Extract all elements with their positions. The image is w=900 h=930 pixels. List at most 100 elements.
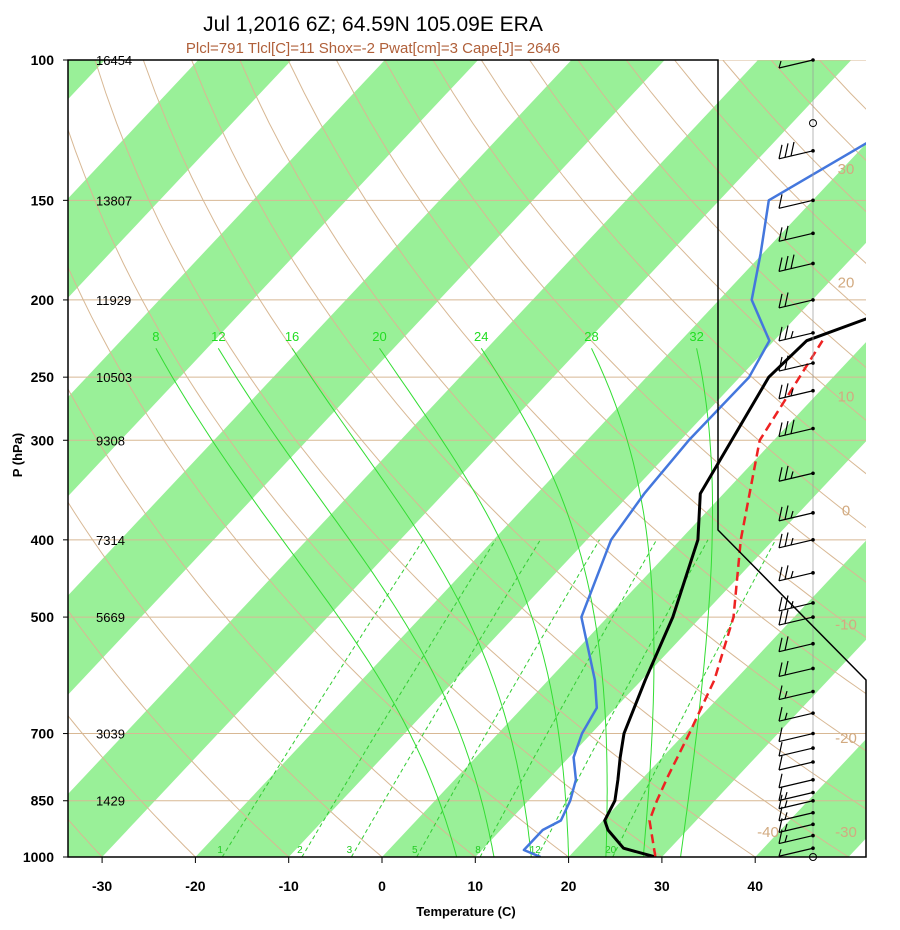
wind-barb-staff [778, 390, 814, 400]
wind-barb-flag [778, 741, 783, 757]
wind-barb-staff [778, 643, 814, 653]
dry-adiabat-line [68, 501, 383, 857]
wind-barb-staff [778, 791, 814, 802]
wind-barb-staff [778, 667, 814, 678]
wind-barb-flag [778, 685, 783, 700]
wind-barb-flag [778, 422, 783, 437]
wind-barb-half-flag [790, 330, 794, 339]
mixing-ratio-label: 2 [297, 845, 303, 856]
pressure-axis: 100 16454 150 13807 200 11929 250 10503 300 9308 4… [23, 52, 132, 865]
temperature-tick-label: -30 [92, 878, 112, 894]
chart-title: Jul 1,2016 6Z; 64.59N 105.09E ERA [203, 13, 543, 36]
wind-barb-flag [790, 141, 795, 157]
isotherm-band [382, 342, 866, 857]
pressure-tick-label: 300 [31, 432, 55, 448]
wind-barb-flag [778, 755, 783, 771]
chart-grid-labels: 30 20 10 0 -10 -20 -30 -40 [757, 161, 857, 841]
wind-barb-flag [778, 384, 783, 399]
dry-adiabat-line [239, 60, 866, 752]
wind-barb-staff [778, 616, 814, 626]
pressure-tick-label: 400 [31, 532, 55, 548]
wind-barb-staff [778, 761, 814, 771]
wind-barb-staff [778, 732, 814, 743]
pressure-tick-label: 250 [31, 369, 55, 385]
moist-adiabat-label: 12 [211, 329, 225, 344]
moist-adiabat-label: 24 [474, 329, 488, 344]
wind-barb-staff [778, 472, 814, 482]
temperature-tick-label: 0 [378, 878, 386, 894]
pressure-tick-label: 200 [31, 292, 55, 308]
height-label: 10503 [96, 370, 132, 385]
isotherm-band [195, 143, 866, 857]
wind-barb-flag [778, 610, 783, 626]
moist-adiabat-line [217, 348, 495, 857]
mixing-ratio-label: 20 [605, 845, 617, 856]
wind-barb-flag [778, 144, 783, 159]
dry-adiabat-line [287, 60, 866, 695]
chart-subtitle: Plcl=791 Tlcl[C]=11 Shox=-2 Pwat[cm]=3 C… [186, 40, 560, 57]
wind-barb-flag [784, 225, 789, 241]
wind-barb-half-flag [778, 60, 782, 69]
pressure-tick-label: 700 [31, 726, 55, 742]
temperature-tick-label: -10 [279, 878, 299, 894]
wind-calm-marker [809, 119, 817, 128]
wind-barb-flag [784, 660, 789, 676]
wind-barb-staff [778, 362, 814, 372]
wind-barb-staff [778, 332, 814, 342]
mixing-ratio-line [479, 539, 658, 857]
isotherm-band [568, 540, 866, 857]
pressure-tick-label: 500 [31, 609, 55, 625]
wind-barb-staff [778, 847, 814, 857]
height-label: 11929 [96, 293, 131, 308]
moist-adiabat-line [155, 348, 458, 857]
wind-barb-flag [784, 421, 789, 436]
temperature-tick-label: 20 [561, 878, 577, 894]
mixing-ratio-line [416, 539, 600, 857]
moist-adiabat-label: 8 [152, 329, 159, 344]
wind-barb-staff [778, 779, 814, 789]
wind-barb-half-flag [790, 510, 794, 519]
moist-adiabat-label: 32 [689, 329, 703, 344]
temperature-tick-label: 10 [468, 878, 484, 894]
isotherm-label: -40 [757, 824, 779, 841]
mixing-ratio-label: 5 [412, 845, 418, 856]
wind-barb-half-flag [784, 812, 788, 820]
height-label: 16454 [96, 53, 132, 68]
isotherm-bands [68, 60, 866, 857]
wind-barb-half-flag [784, 712, 788, 720]
moist-adiabat-line [291, 348, 532, 857]
wind-barb-flag [784, 505, 789, 520]
y-axis-label: P (hPa) [10, 433, 25, 478]
isotherm-label: -10 [835, 616, 857, 633]
temperature-tick-label: -20 [185, 878, 205, 894]
moist-adiabat-label: 16 [285, 329, 299, 344]
wind-barb-flag [778, 566, 783, 581]
wind-barb-staff [778, 427, 814, 438]
dry-adiabat-line [68, 715, 197, 857]
isotherm-label: -30 [835, 824, 857, 841]
wind-barb-staff [778, 232, 814, 242]
mixing-ratio-label: 1 [217, 845, 223, 856]
wind-barb-half-flag [790, 471, 794, 479]
wind-barb-flag [784, 355, 789, 370]
wind-barb-staff [778, 690, 814, 701]
wind-barb-flag [778, 194, 783, 209]
mixing-ratio-line [350, 539, 541, 857]
isotherm-band [68, 60, 852, 857]
wind-barb-half-flag [784, 690, 788, 699]
dry-adiabat-line [142, 60, 850, 857]
wind-barb-flag [778, 293, 783, 309]
moist-adiabat-line [480, 348, 608, 857]
temperature-tick-label: 30 [654, 878, 670, 894]
height-label: 1429 [96, 794, 125, 809]
temperature-tick-label: 40 [747, 878, 763, 894]
height-label: 5669 [96, 610, 125, 625]
wind-barb-staff [778, 199, 814, 209]
wind-barb-flag [778, 356, 783, 372]
mixing-ratio-line [301, 539, 497, 857]
wind-barb-flag [790, 419, 795, 434]
moist-adiabat-line [591, 348, 655, 857]
wind-barb-half-flag [784, 800, 788, 808]
wind-barb-staff [778, 747, 814, 757]
